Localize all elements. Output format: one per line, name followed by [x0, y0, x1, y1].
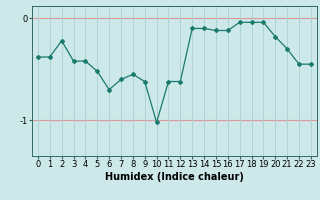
X-axis label: Humidex (Indice chaleur): Humidex (Indice chaleur): [105, 172, 244, 182]
